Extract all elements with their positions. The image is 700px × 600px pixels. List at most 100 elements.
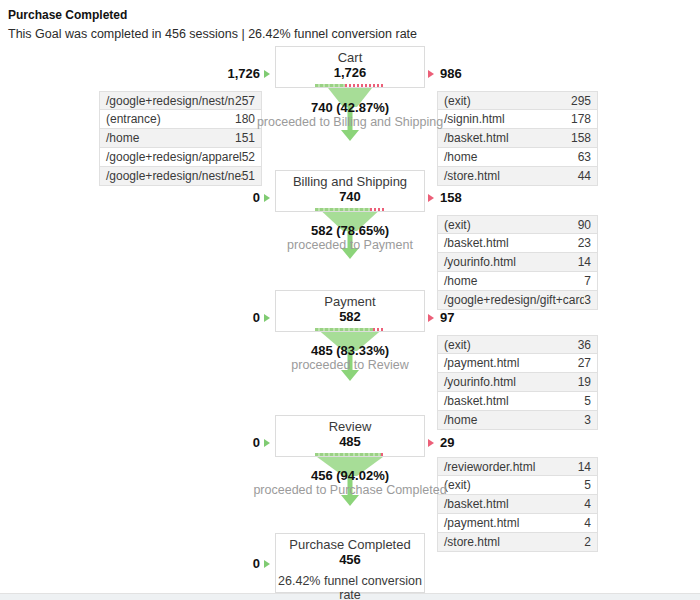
proceed-sublabel: proceeded to Purchase Completed (200, 483, 500, 498)
proceed-block: 740 (42.87%) proceeded to Billing and Sh… (200, 101, 500, 130)
session-count: 178 (571, 110, 597, 128)
page-path: /store.html (438, 167, 578, 185)
session-count: 5 (584, 392, 597, 410)
page-path: /yourinfo.html (438, 253, 578, 271)
entry-marker: 0 (150, 556, 270, 571)
table-row: /google+redesign/gift+cards3 (437, 291, 598, 310)
entry-arrow-icon (264, 70, 270, 78)
entry-count: 0 (253, 190, 260, 205)
continue-bar-segment (315, 208, 370, 211)
proceed-block: 456 (94.02%) proceeded to Purchase Compl… (200, 469, 500, 498)
continue-abandon-bar (315, 208, 385, 211)
proceed-label: 456 (94.02%) (200, 469, 500, 483)
stage-title: Billing and Shipping (276, 175, 424, 189)
stage-value: 485 (276, 434, 424, 449)
table-row: /yourinfo.html19 (437, 373, 598, 392)
page-path: /google+redesign/nest/nest... (100, 167, 242, 185)
continue-abandon-bar (315, 328, 385, 331)
proceed-block: 485 (83.33%) proceeded to Review (200, 344, 500, 373)
stage-title: Review (276, 420, 424, 434)
session-count: 63 (578, 148, 597, 166)
stage-value: 1,726 (276, 65, 424, 80)
stage-title: Purchase Completed (276, 538, 424, 552)
exit-marker: 158 (428, 190, 462, 205)
entry-arrow-icon (264, 560, 270, 568)
entry-arrow-icon (264, 439, 270, 447)
table-row: /store.html2 (437, 533, 598, 552)
funnel-conversion-note: 26.42% funnel conversion rate (276, 574, 424, 600)
proceed-label: 582 (78.65%) (200, 224, 500, 238)
funnel-visualization-page: Purchase Completed This Goal was complet… (0, 0, 700, 600)
entry-count: 0 (253, 556, 260, 571)
session-count: 36 (578, 336, 597, 353)
continue-abandon-bar (315, 84, 385, 87)
table-row: /payment.html4 (437, 514, 598, 533)
entry-arrow-icon (264, 314, 270, 322)
exit-arrow-icon (428, 194, 434, 202)
proceed-sublabel: proceeded to Billing and Shipping (200, 115, 500, 130)
stage-box-payment: Payment 582 (275, 290, 425, 332)
entry-marker: 1,726 (150, 66, 270, 81)
continue-bar-segment (315, 453, 381, 456)
entry-count: 0 (253, 435, 260, 450)
table-row: /home151 (99, 129, 262, 148)
table-row: /home63 (437, 148, 598, 167)
table-row: /store.html44 (437, 167, 598, 186)
page-path: /google+redesign/gift+cards (438, 291, 584, 309)
session-count: 158 (571, 129, 597, 147)
proceed-block: 582 (78.65%) proceeded to Payment (200, 224, 500, 253)
page-path: /home (438, 148, 578, 166)
exit-count: 986 (440, 66, 462, 81)
abandon-bar-segment (345, 84, 385, 87)
stage-title: Cart (276, 51, 424, 65)
session-count: 23 (578, 234, 597, 252)
page-path: /google+redesign/apparel/... (100, 148, 242, 166)
exit-count: 158 (440, 190, 462, 205)
abandon-bar-segment (381, 453, 385, 456)
exit-arrow-icon (428, 314, 434, 322)
session-count: 2 (584, 533, 597, 551)
exit-marker: 97 (428, 310, 454, 325)
page-path: /yourinfo.html (438, 373, 578, 391)
page-title: Purchase Completed (8, 8, 127, 22)
session-count: 151 (235, 129, 261, 147)
table-row: /google+redesign/nest/nest...51 (99, 167, 262, 186)
stage-value: 740 (276, 189, 424, 204)
continue-bar-segment (315, 84, 345, 87)
session-count: 295 (571, 92, 597, 109)
table-row: /basket.html158 (437, 129, 598, 148)
table-row: /yourinfo.html14 (437, 253, 598, 272)
page-path: /home (438, 411, 584, 429)
entry-marker: 0 (150, 435, 270, 450)
session-count: 3 (584, 411, 597, 429)
session-count: 90 (578, 216, 597, 233)
session-count: 19 (578, 373, 597, 391)
page-path: /basket.html (438, 392, 584, 410)
page-path: /payment.html (438, 514, 584, 532)
exit-marker: 986 (428, 66, 462, 81)
exit-arrow-icon (428, 439, 434, 447)
proceed-sublabel: proceeded to Review (200, 358, 500, 373)
page-path: /home (438, 272, 584, 290)
continue-abandon-bar (315, 453, 385, 456)
entry-arrow-icon (264, 194, 270, 202)
stage-value: 582 (276, 309, 424, 324)
stage-box-review: Review 485 (275, 415, 425, 457)
stage-box-cart: Cart 1,726 (275, 46, 425, 88)
stage-title: Payment (276, 295, 424, 309)
stage-box-billing-and-shipping: Billing and Shipping 740 (275, 170, 425, 212)
continue-bar-segment (315, 328, 373, 331)
page-path: /store.html (438, 533, 584, 551)
exit-arrow-icon (428, 70, 434, 78)
session-count: 52 (242, 148, 261, 166)
session-count: 3 (584, 291, 597, 309)
table-row: /google+redesign/apparel/...52 (99, 148, 262, 167)
session-count: 5 (584, 476, 597, 494)
table-row: /basket.html5 (437, 392, 598, 411)
session-count: 7 (584, 272, 597, 290)
session-count: 14 (578, 458, 597, 475)
stage-value: 456 (276, 552, 424, 567)
table-row: /home3 (437, 411, 598, 430)
abandon-bar-segment (373, 328, 385, 331)
exit-count: 97 (440, 310, 454, 325)
